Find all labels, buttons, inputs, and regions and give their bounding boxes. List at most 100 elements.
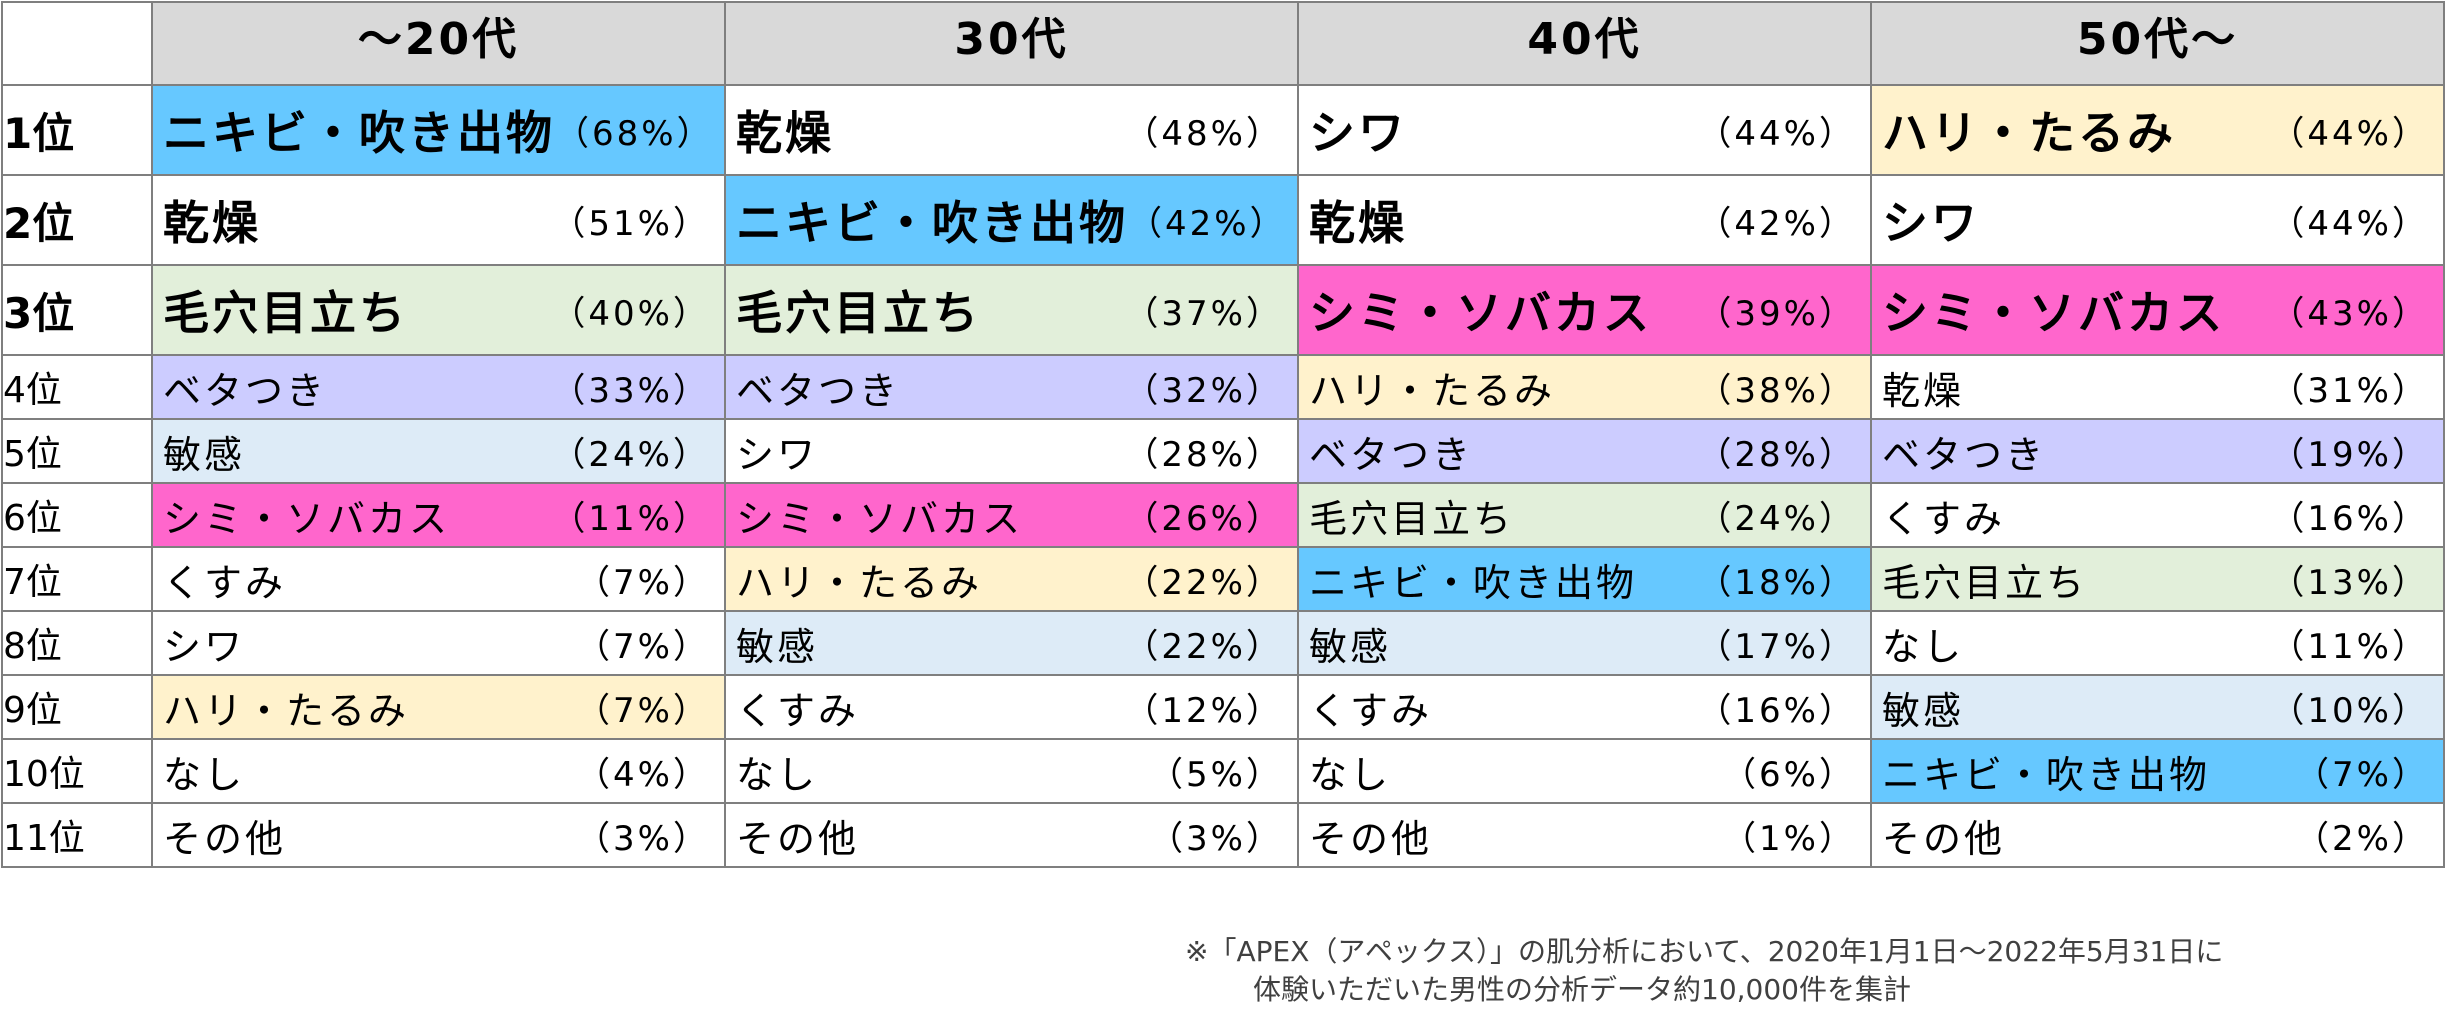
concern-cell: シワ （44%）	[1297, 84, 1872, 176]
concern-label: 毛穴目立ち	[736, 286, 981, 340]
concern-label: くすみ	[1882, 496, 2006, 541]
rank-row: 2位 乾燥 （51%） ニキビ・吹き出物 （42%） 乾燥 （42%） シワ （44%）	[1, 174, 2445, 266]
concern-label: シワ	[736, 432, 819, 477]
ranking-body: 1位 ニキビ・吹き出物 （68%） 乾燥 （48%） シワ （44%） ハリ・たるみ （44%）…	[1, 84, 2445, 868]
concern-cell: シミ・ソバカス （39%）	[1297, 264, 1872, 356]
concern-label: シワ	[1882, 196, 1980, 250]
rank-label: 9位	[1, 674, 153, 740]
concern-cell: シワ （28%）	[724, 418, 1299, 484]
rank-label: 10位	[1, 738, 153, 804]
concern-cell: くすみ （7%）	[151, 546, 726, 612]
rank-row: 3位 毛穴目立ち （40%） 毛穴目立ち （37%） シミ・ソバカス （39%） シミ・ソバカ…	[1, 264, 2445, 356]
concern-percentage: （7%）	[576, 626, 710, 667]
concern-cell: ニキビ・吹き出物 （18%）	[1297, 546, 1872, 612]
concern-label: シミ・ソバカス	[1309, 286, 1652, 340]
concern-percentage: （6%）	[1722, 754, 1856, 795]
rank-row: 9位 ハリ・たるみ （7%） くすみ （12%） くすみ （16%） 敏感 （10%）	[1, 674, 2445, 740]
concern-percentage: （39%）	[1697, 293, 1856, 334]
rank-row: 8位 シワ （7%） 敏感 （22%） 敏感 （17%） なし （11%）	[1, 610, 2445, 676]
concern-percentage: （17%）	[1697, 626, 1856, 667]
ranking-table: 〜20代 30代 40代 50代〜 1位 ニキビ・吹き出物 （68%） 乾燥 （48%）…	[1, 1, 2445, 868]
concern-percentage: （11%）	[2270, 626, 2429, 667]
concern-percentage: （68%）	[555, 113, 714, 154]
rank-label: 8位	[1, 610, 153, 676]
concern-label: 毛穴目立ち	[1882, 560, 2088, 605]
age-header-40s: 40代	[1297, 1, 1872, 86]
concern-cell: その他 （2%）	[1870, 802, 2445, 868]
concern-cell: くすみ （16%）	[1870, 482, 2445, 548]
rank-row: 4位 ベタつき （33%） ベタつき （32%） ハリ・たるみ （38%） 乾燥 （31%）	[1, 354, 2445, 420]
concern-percentage: （2%）	[2295, 818, 2429, 859]
concern-label: その他	[1309, 816, 1433, 861]
concern-percentage: （18%）	[1697, 562, 1856, 603]
header-row: 〜20代 30代 40代 50代〜	[1, 1, 2445, 86]
concern-cell: ベタつき （32%）	[724, 354, 1299, 420]
concern-cell: ベタつき （28%）	[1297, 418, 1872, 484]
concern-label: シワ	[1309, 106, 1407, 160]
concern-label: 毛穴目立ち	[163, 286, 408, 340]
concern-cell: なし （6%）	[1297, 738, 1872, 804]
concern-label: その他	[1882, 816, 2006, 861]
concern-cell: 敏感 （10%）	[1870, 674, 2445, 740]
concern-percentage: （31%）	[2270, 370, 2429, 411]
concern-cell: 乾燥 （31%）	[1870, 354, 2445, 420]
concern-percentage: （44%）	[2270, 203, 2429, 244]
concern-cell: その他 （3%）	[724, 802, 1299, 868]
concern-percentage: （32%）	[1124, 370, 1283, 411]
concern-percentage: （22%）	[1124, 562, 1283, 603]
concern-percentage: （51%）	[551, 203, 710, 244]
concern-label: なし	[1882, 624, 1965, 669]
concern-cell: 敏感 （22%）	[724, 610, 1299, 676]
concern-percentage: （43%）	[2270, 293, 2429, 334]
concern-cell: ベタつき （33%）	[151, 354, 726, 420]
concern-label: その他	[736, 816, 860, 861]
concern-percentage: （12%）	[1124, 690, 1283, 731]
concern-cell: くすみ （12%）	[724, 674, 1299, 740]
concern-label: シミ・ソバカス	[163, 496, 451, 541]
concern-label: ベタつき	[1309, 432, 1474, 477]
concern-label: ニキビ・吹き出物	[163, 106, 555, 160]
concern-label: 乾燥	[1882, 368, 1965, 413]
concern-percentage: （42%）	[1697, 203, 1856, 244]
corner-cell	[1, 1, 153, 86]
concern-cell: ニキビ・吹き出物 （68%）	[151, 84, 726, 176]
concern-percentage: （16%）	[2270, 498, 2429, 539]
concern-cell: 乾燥 （51%）	[151, 174, 726, 266]
footnote-line-1: ※「APEX（アペックス）」の肌分析において、2020年1月1日〜2022年5月…	[1185, 935, 2224, 968]
rank-label: 3位	[1, 264, 153, 356]
concern-label: ハリ・たるみ	[1882, 106, 2176, 160]
concern-label: 乾燥	[1309, 196, 1407, 250]
concern-label: 敏感	[1882, 688, 1965, 733]
concern-percentage: （7%）	[576, 690, 710, 731]
concern-percentage: （40%）	[551, 293, 710, 334]
concern-cell: 乾燥 （48%）	[724, 84, 1299, 176]
concern-label: シミ・ソバカス	[1882, 286, 2225, 340]
concern-percentage: （38%）	[1697, 370, 1856, 411]
concern-percentage: （33%）	[551, 370, 710, 411]
concern-cell: ハリ・たるみ （22%）	[724, 546, 1299, 612]
concern-percentage: （7%）	[2295, 754, 2429, 795]
concern-label: くすみ	[163, 560, 287, 605]
concern-cell: なし （5%）	[724, 738, 1299, 804]
concern-label: ベタつき	[736, 368, 901, 413]
concern-percentage: （37%）	[1124, 293, 1283, 334]
concern-label: くすみ	[736, 688, 860, 733]
concern-label: なし	[163, 752, 246, 797]
concern-cell: シワ （7%）	[151, 610, 726, 676]
concern-cell: ハリ・たるみ （44%）	[1870, 84, 2445, 176]
concern-percentage: （24%）	[551, 434, 710, 475]
concern-cell: その他 （3%）	[151, 802, 726, 868]
concern-cell: 敏感 （17%）	[1297, 610, 1872, 676]
concern-cell: 乾燥 （42%）	[1297, 174, 1872, 266]
age-header-50plus: 50代〜	[1870, 1, 2445, 86]
concern-label: ベタつき	[163, 368, 328, 413]
concern-percentage: （22%）	[1124, 626, 1283, 667]
rank-label: 2位	[1, 174, 153, 266]
concern-percentage: （28%）	[1697, 434, 1856, 475]
concern-cell: 毛穴目立ち （13%）	[1870, 546, 2445, 612]
concern-cell: シミ・ソバカス （26%）	[724, 482, 1299, 548]
concern-percentage: （3%）	[1149, 818, 1283, 859]
concern-label: なし	[1309, 752, 1392, 797]
concern-percentage: （19%）	[2270, 434, 2429, 475]
rank-label: 1位	[1, 84, 153, 176]
